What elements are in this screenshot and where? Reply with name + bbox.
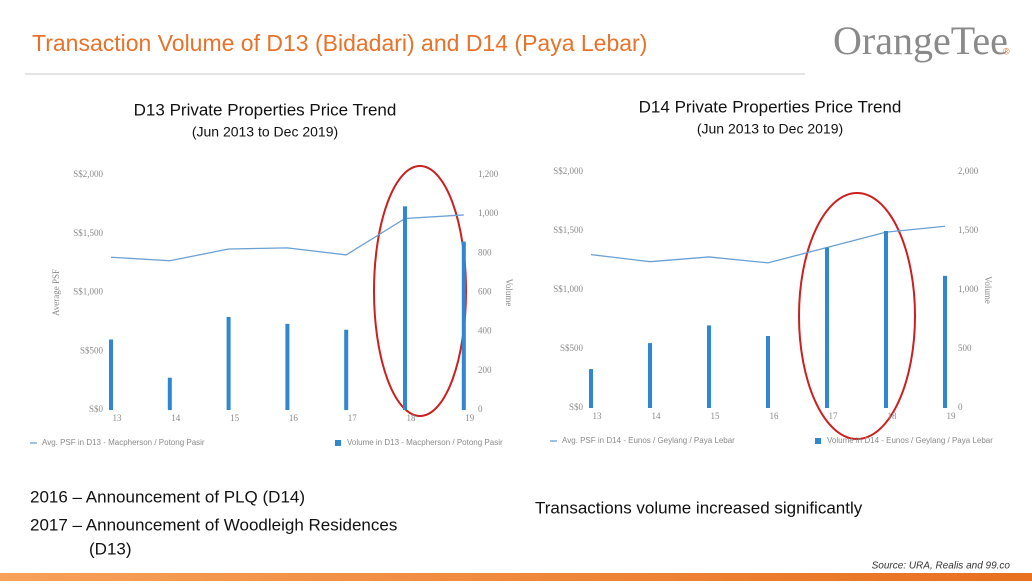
highlight-ellipse <box>798 192 916 440</box>
bar <box>403 206 407 410</box>
x-tick-label: 15 <box>711 411 721 421</box>
x-tick-label: 17 <box>348 413 358 423</box>
y-tick-label: S$1,500 <box>553 225 583 235</box>
y-tick-label: S$500 <box>80 345 104 355</box>
bar <box>589 369 593 408</box>
logo-mark: ® <box>1003 46 1010 56</box>
y2-tick-label: 1,500 <box>958 225 979 235</box>
chart-title: D14 Private Properties Price Trend <box>639 97 902 116</box>
x-tick-label: 19 <box>947 411 957 421</box>
x-tick-label: 16 <box>770 411 780 421</box>
x-tick-label: 15 <box>230 413 240 423</box>
chart-subtitle: (Jun 2013 to Dec 2019) <box>697 121 843 137</box>
x-tick-label: 14 <box>652 411 662 421</box>
footer-bar <box>0 573 1032 581</box>
y-tick-label: S$0 <box>89 404 104 414</box>
y2-axis-label: Volume <box>983 276 993 304</box>
y-tick-label: S$500 <box>560 343 584 353</box>
bar <box>344 329 349 410</box>
y-tick-label: S$0 <box>569 402 584 412</box>
highlight-ellipse <box>373 165 467 417</box>
line <box>110 214 464 262</box>
remark: Transactions volume increased significan… <box>535 498 863 517</box>
x-tick-label: 16 <box>289 413 299 423</box>
y2-tick-label: 1,200 <box>478 169 499 179</box>
bar <box>707 325 711 408</box>
x-tick-label: 19 <box>465 413 475 423</box>
slide-title: Transaction Volume of D13 (Bidadari) and… <box>32 30 647 56</box>
y-axis-label: Average PSF <box>51 269 61 316</box>
y2-tick-label: 600 <box>478 287 492 297</box>
legend-label: Avg. PSF in D14 - Eunos / Geylang / Paya… <box>562 436 735 445</box>
x-tick-label: 13 <box>113 413 123 423</box>
y2-tick-label: 1,000 <box>958 284 979 294</box>
y-tick-label: S$1,500 <box>73 228 103 238</box>
y2-tick-label: 200 <box>478 365 492 375</box>
legend-swatch <box>335 440 341 446</box>
x-tick-label: 18 <box>407 413 417 423</box>
legend-swatch <box>815 438 821 444</box>
note: (D13) <box>89 539 132 558</box>
bar <box>226 316 231 410</box>
bar <box>825 247 829 408</box>
y2-tick-label: 2,000 <box>958 166 979 176</box>
bar <box>461 241 466 410</box>
bar <box>167 377 172 410</box>
y-tick-label: S$2,000 <box>73 169 103 179</box>
x-tick-label: 17 <box>829 411 839 421</box>
bar <box>943 275 947 408</box>
y2-axis-label: Volume <box>504 279 514 307</box>
y2-tick-label: 0 <box>958 402 963 412</box>
source: Source: URA, Realis and 99.co <box>872 561 1011 572</box>
bar <box>884 231 888 408</box>
x-tick-label: 14 <box>171 413 181 423</box>
bar <box>285 323 290 410</box>
logo: OrangeTee <box>833 18 1008 63</box>
legend-label: Volume in D14 - Eunos / Geylang / Paya L… <box>827 436 993 445</box>
y2-tick-label: 400 <box>478 326 492 336</box>
y2-tick-label: 1,000 <box>478 208 499 218</box>
chart-title: D13 Private Properties Price Trend <box>134 100 397 119</box>
note: 2016 – Announcement of PLQ (D14) <box>30 487 305 506</box>
y-tick-label: S$1,000 <box>73 287 103 297</box>
bar <box>109 339 113 410</box>
x-tick-label: 18 <box>888 411 898 421</box>
line <box>590 225 946 264</box>
chart-subtitle: (Jun 2013 to Dec 2019) <box>192 124 338 140</box>
y2-tick-label: 0 <box>478 404 483 414</box>
bar <box>648 343 652 408</box>
legend-label: Avg. PSF in D13 - Macpherson / Potong Pa… <box>42 438 205 447</box>
y-tick-label: S$2,000 <box>553 166 583 176</box>
x-tick-label: 13 <box>593 411 603 421</box>
y2-tick-label: 800 <box>478 247 492 257</box>
legend-label: Volume in D13 - Macpherson / Potong Pasi… <box>347 438 503 447</box>
bar <box>766 336 770 408</box>
y2-tick-label: 500 <box>958 343 972 353</box>
note: 2017 – Announcement of Woodleigh Residen… <box>30 515 397 534</box>
y-tick-label: S$1,000 <box>553 284 583 294</box>
